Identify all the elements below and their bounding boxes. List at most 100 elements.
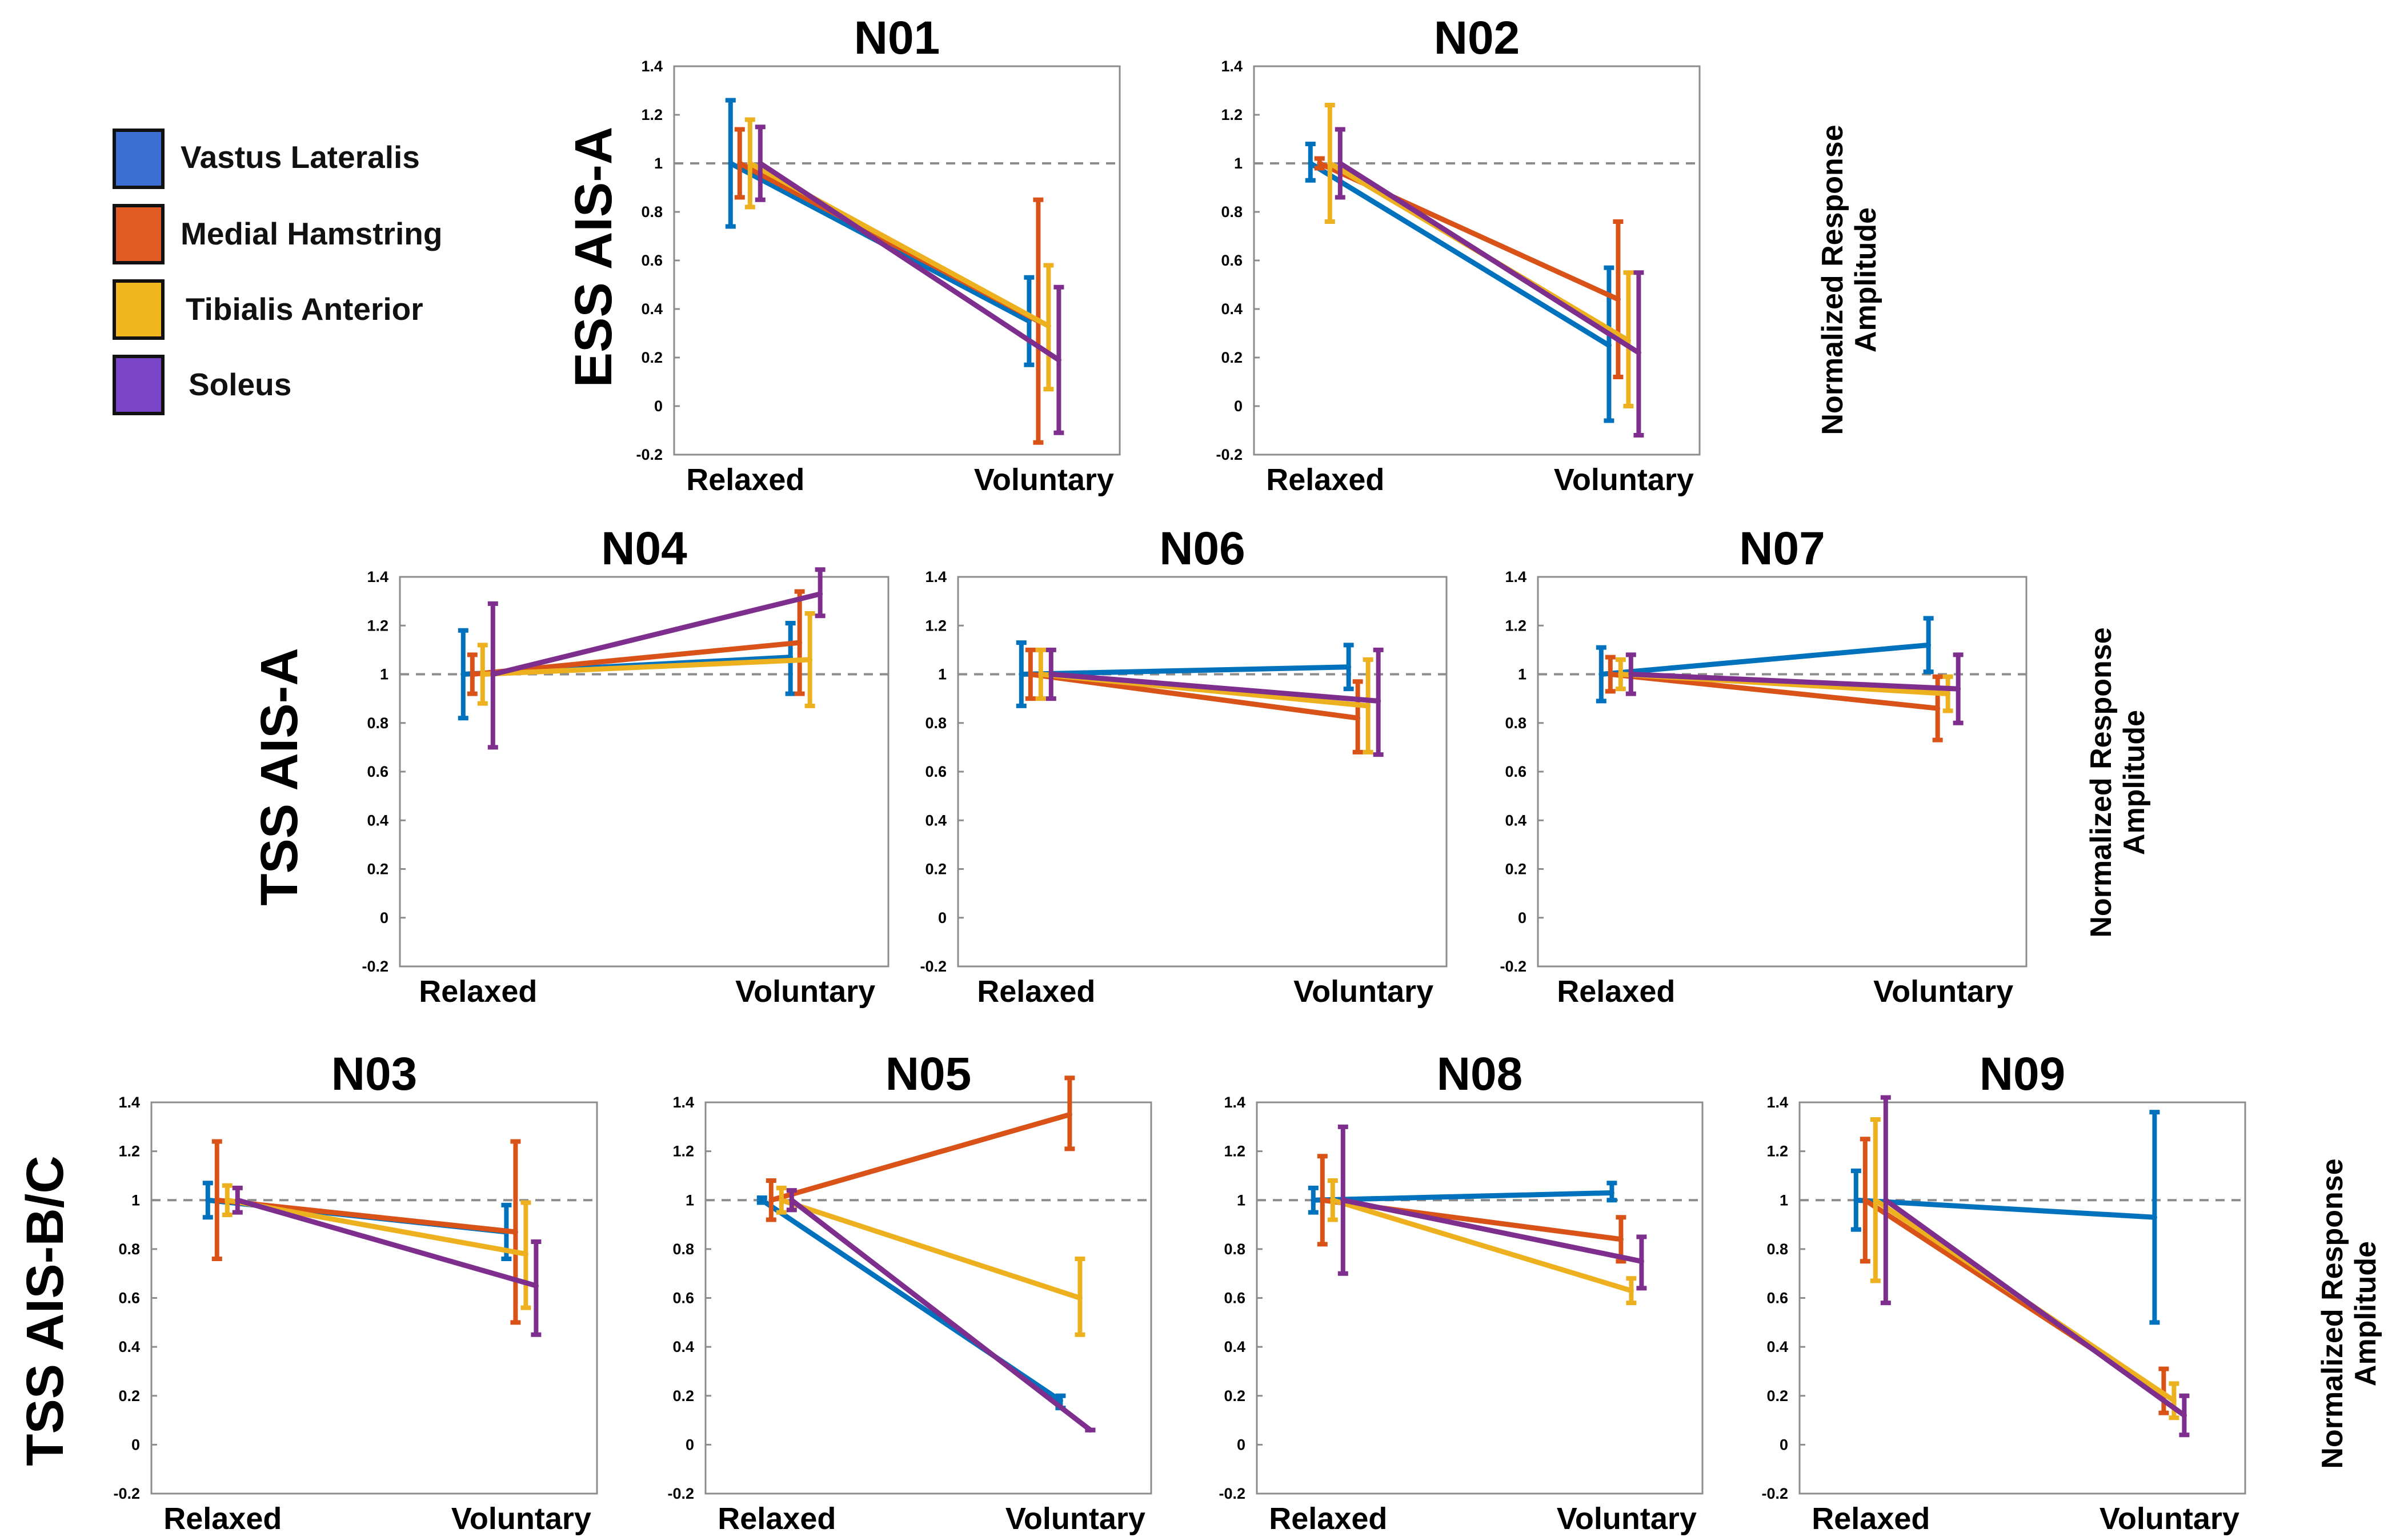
series-tibialis-anterior: [1327, 1178, 1637, 1306]
series-line: [789, 1197, 1093, 1433]
chart-title-n01: N01: [854, 12, 940, 64]
chart-n02: N02 1.4 1.2 1 0.8 0.6 0.4 0.2 0 -0.2 Relaxed Volunt…: [1216, 12, 1701, 497]
series-vastus-lateralis: [1308, 1181, 1617, 1215]
series-medial-hamstring: [467, 589, 805, 696]
row-label-tss-ais-a: TSS AIS-A: [250, 648, 308, 906]
legend: Vastus Lateralis Medial Hamstring Tibial…: [113, 129, 442, 415]
xtick-label-relaxed: Relaxed: [1812, 1502, 1930, 1536]
ytick-label: 0.8: [118, 1241, 140, 1258]
ytick-label: 1.2: [672, 1143, 694, 1160]
ytick-label: 0.8: [1221, 203, 1243, 220]
ytick-label: 0.4: [1221, 300, 1243, 318]
ytick-label: 0.6: [641, 252, 663, 269]
ytick-label: 0.6: [1766, 1290, 1788, 1307]
xtick-label-relaxed: Relaxed: [718, 1502, 836, 1536]
series-soleus: [786, 1188, 1096, 1433]
ytick-label: 0.2: [1505, 861, 1526, 878]
ytick-label: 0.4: [1224, 1338, 1245, 1355]
ytick-label: 1.2: [1766, 1143, 1788, 1160]
series-line: [779, 1197, 1083, 1301]
ytick-label: 1.4: [1505, 568, 1526, 585]
chart-title-n07: N07: [1739, 523, 1825, 575]
chart-n08: N08 1.4 1.2 1 0.8 0.6 0.4 0.2 0 -0.2 Relaxed Volunt…: [1219, 1048, 1704, 1536]
xtick-label-relaxed: Relaxed: [1269, 1502, 1387, 1536]
legend-label-hamstring: Medial Hamstring: [181, 216, 442, 251]
xtick-label-relaxed: Relaxed: [1266, 463, 1384, 497]
ytick-label: 0.6: [1505, 763, 1526, 780]
ytick-label: -0.2: [636, 446, 663, 463]
series-line: [758, 160, 1061, 363]
ytick-label: 0.6: [367, 763, 388, 780]
chart-title-n08: N08: [1437, 1048, 1522, 1100]
series-line: [1598, 642, 1932, 677]
series-line: [1019, 664, 1352, 677]
series-line: [1311, 1190, 1614, 1203]
ytick-label: 0.8: [1505, 715, 1526, 732]
ytick-label: 1: [1780, 1191, 1788, 1209]
ytick-label: 0.2: [1224, 1387, 1245, 1404]
ytick-label: 1.4: [1221, 58, 1243, 75]
legend-swatch-hamstring: [113, 204, 165, 264]
ytick-label: 0.4: [118, 1338, 140, 1355]
chart-title-n05: N05: [886, 1048, 971, 1100]
series-soleus: [1880, 1095, 2190, 1438]
series-line: [480, 657, 813, 677]
legend-swatch-vastus: [113, 129, 165, 189]
series-medial-hamstring: [1025, 647, 1363, 755]
ytick-label: 1: [1518, 666, 1526, 683]
ytick-label: 0.2: [118, 1387, 140, 1404]
series-tibialis-anterior: [776, 1185, 1085, 1337]
series-line: [1330, 1197, 1634, 1294]
ytick-label: 0.6: [118, 1290, 140, 1307]
xtick-label-relaxed: Relaxed: [419, 974, 537, 1009]
ytick-label: 0: [1234, 398, 1243, 415]
ytick-label: 1.4: [1224, 1094, 1245, 1111]
plot-area-n01: [673, 65, 1121, 456]
chart-title-n04: N04: [601, 523, 687, 575]
ytick-label: 1.4: [367, 568, 388, 585]
xtick-label-relaxed: Relaxed: [1557, 974, 1675, 1009]
ytick-label: 0: [131, 1436, 140, 1453]
chart-n07: N07 1.4 1.2 1 0.8 0.6 0.4 0.2 0 -0.2 Relaxed Volunt…: [1500, 523, 2028, 1009]
ytick-label: 0.8: [925, 715, 947, 732]
ytick-label: 1: [380, 666, 388, 683]
xtick-label-voluntary: Voluntary: [1005, 1502, 1145, 1536]
ytick-label: 1.2: [1505, 617, 1526, 634]
legend-label-vastus: Vastus Lateralis: [181, 139, 420, 175]
ytick-label: 0.8: [1766, 1241, 1788, 1258]
ytick-label: 1: [654, 155, 663, 172]
chart-n01: N01 1.4 1.2 1 0.8 0.6 0.4 0.2 0 -0.2 Relaxed Volunt…: [636, 12, 1121, 497]
xtick-label-relaxed: Relaxed: [163, 1502, 282, 1536]
xtick-label-relaxed: Relaxed: [977, 974, 1095, 1009]
series-line: [490, 591, 823, 677]
ytick-label: 0.2: [672, 1387, 694, 1404]
series-vastus-lateralis: [1305, 142, 1614, 423]
series-tibialis-anterior: [477, 611, 815, 708]
chart-n06: N06 1.4 1.2 1 0.8 0.6 0.4 0.2 0 -0.2 Relaxed Volunt…: [920, 523, 1448, 1009]
chart-panels: N01 1.4 1.2 1 0.8 0.6 0.4 0.2 0 -0.2 Relaxed Volunt…: [113, 12, 2246, 1536]
xtick-label-voluntary: Voluntary: [1554, 463, 1694, 497]
ytick-label: 0.4: [672, 1338, 694, 1355]
ytick-label: 1.4: [925, 568, 947, 585]
ylabel-row-2: Normalized Response Amplitude: [2085, 627, 2151, 937]
xtick-label-voluntary: Voluntary: [974, 463, 1114, 497]
ytick-label: 0.2: [641, 349, 663, 366]
ytick-label: 1: [938, 666, 947, 683]
ylabel-row-3-line-1: Normalized Response: [2316, 1158, 2349, 1468]
plot-area-n07: [1537, 576, 2028, 968]
ylabel-row-2-line-2: Amplitude: [2118, 710, 2151, 855]
ytick-label: 1: [131, 1191, 140, 1209]
ytick-label: 1.4: [118, 1094, 140, 1111]
ytick-label: 0.2: [925, 861, 947, 878]
ytick-label: -0.2: [1216, 446, 1243, 463]
chart-title-n09: N09: [1980, 1048, 2065, 1100]
series-line: [1028, 672, 1361, 721]
ytick-label: 0.6: [925, 763, 947, 780]
series-vastus-lateralis: [1850, 1110, 2160, 1325]
ytick-label: 0.2: [1221, 349, 1243, 366]
ytick-label: -0.2: [1219, 1485, 1245, 1502]
series-line: [235, 1197, 539, 1289]
ytick-label: 0: [1780, 1436, 1788, 1453]
ytick-label: 0.4: [925, 812, 947, 829]
ytick-label: 0: [1518, 909, 1526, 926]
